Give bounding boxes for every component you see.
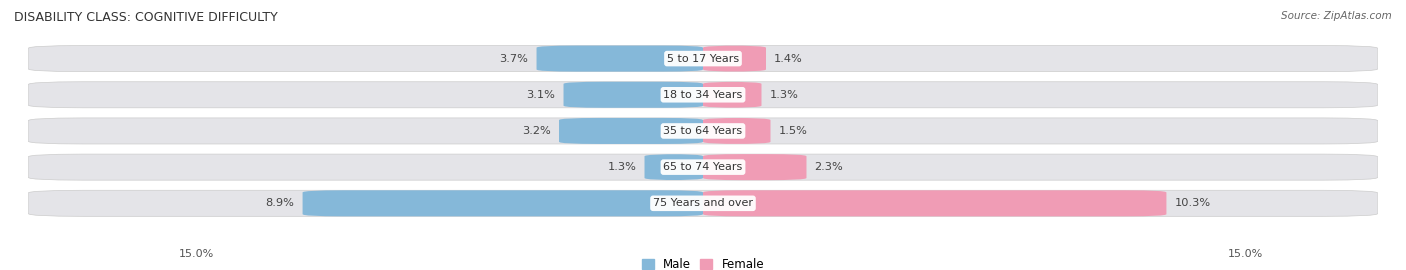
- FancyBboxPatch shape: [644, 154, 703, 180]
- Text: 15.0%: 15.0%: [179, 249, 214, 259]
- FancyBboxPatch shape: [28, 154, 1378, 180]
- FancyBboxPatch shape: [302, 190, 703, 216]
- Text: 5 to 17 Years: 5 to 17 Years: [666, 53, 740, 64]
- FancyBboxPatch shape: [703, 190, 1167, 216]
- FancyBboxPatch shape: [703, 118, 770, 144]
- FancyBboxPatch shape: [28, 118, 1378, 144]
- Text: 15.0%: 15.0%: [1227, 249, 1263, 259]
- Text: 3.1%: 3.1%: [527, 90, 555, 100]
- Text: 10.3%: 10.3%: [1174, 198, 1211, 208]
- Text: Source: ZipAtlas.com: Source: ZipAtlas.com: [1281, 11, 1392, 21]
- Text: 3.2%: 3.2%: [522, 126, 551, 136]
- Text: 1.4%: 1.4%: [775, 53, 803, 64]
- FancyBboxPatch shape: [703, 154, 807, 180]
- Text: 1.3%: 1.3%: [607, 162, 637, 172]
- Text: 18 to 34 Years: 18 to 34 Years: [664, 90, 742, 100]
- Legend: Male, Female: Male, Female: [637, 253, 769, 270]
- Text: 1.3%: 1.3%: [769, 90, 799, 100]
- FancyBboxPatch shape: [703, 46, 766, 72]
- Text: 75 Years and over: 75 Years and over: [652, 198, 754, 208]
- FancyBboxPatch shape: [28, 46, 1378, 72]
- Text: 8.9%: 8.9%: [266, 198, 294, 208]
- Text: 35 to 64 Years: 35 to 64 Years: [664, 126, 742, 136]
- Text: 1.5%: 1.5%: [779, 126, 807, 136]
- FancyBboxPatch shape: [564, 82, 703, 108]
- FancyBboxPatch shape: [28, 82, 1378, 108]
- FancyBboxPatch shape: [703, 82, 762, 108]
- FancyBboxPatch shape: [537, 46, 703, 72]
- Text: 2.3%: 2.3%: [814, 162, 844, 172]
- FancyBboxPatch shape: [28, 190, 1378, 216]
- Text: 65 to 74 Years: 65 to 74 Years: [664, 162, 742, 172]
- Text: DISABILITY CLASS: COGNITIVE DIFFICULTY: DISABILITY CLASS: COGNITIVE DIFFICULTY: [14, 11, 278, 24]
- Text: 3.7%: 3.7%: [499, 53, 529, 64]
- FancyBboxPatch shape: [560, 118, 703, 144]
